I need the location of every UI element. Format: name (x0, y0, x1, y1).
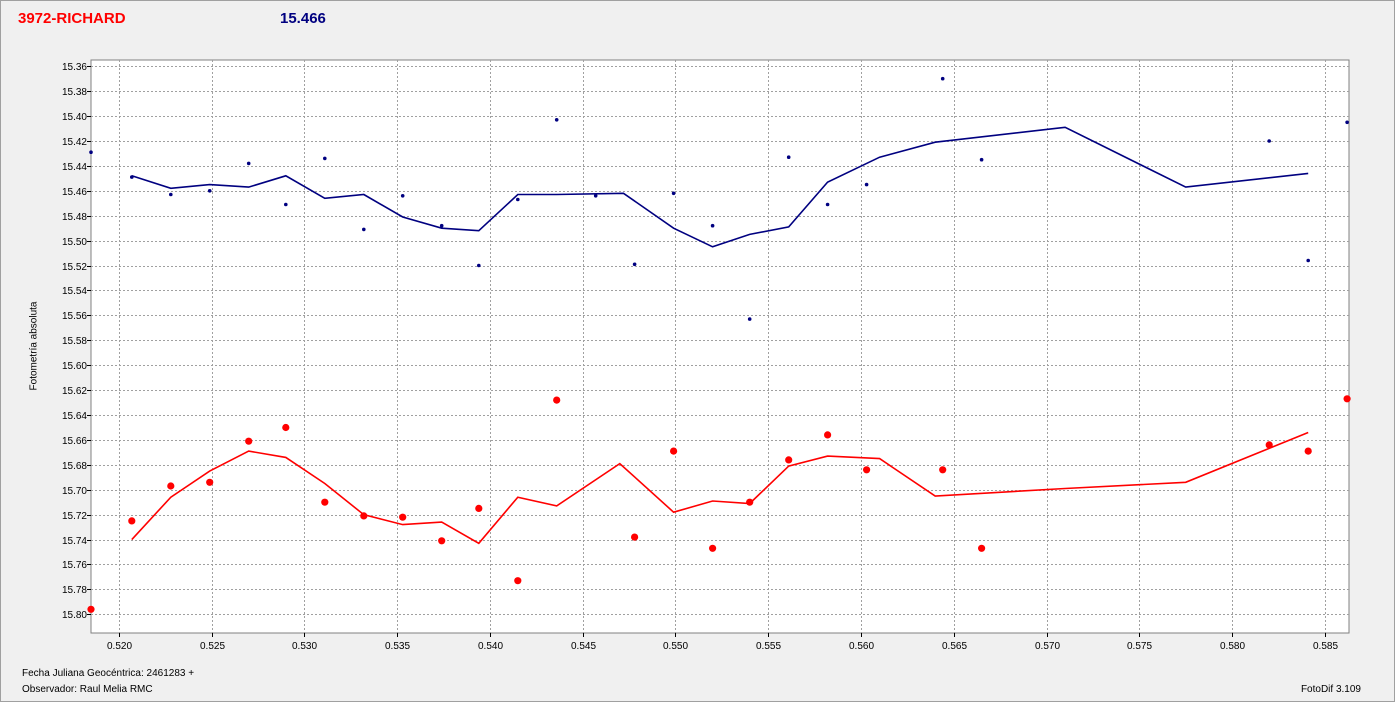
y-tick-label: 15.52 (62, 262, 87, 273)
data-point-series-2 (167, 482, 175, 490)
data-point-series-1 (1306, 258, 1310, 263)
data-point-series-1 (284, 202, 288, 207)
y-tick-label: 15.62 (62, 386, 87, 397)
x-tick-label: 0.570 (1035, 641, 1060, 652)
data-point-series-1 (710, 223, 715, 228)
data-point-series-1 (516, 197, 520, 202)
data-point-series-2 (631, 533, 639, 541)
data-point-series-1 (89, 150, 93, 154)
data-point-series-2 (1265, 441, 1273, 449)
y-tick-label: 15.44 (62, 162, 87, 173)
y-axis-label: Fotometría absoluta (28, 301, 40, 391)
data-point-series-1 (400, 194, 405, 198)
data-point-series-1 (979, 157, 984, 162)
data-point-series-2 (475, 504, 483, 512)
trend-line-series-2 (131, 431, 1309, 545)
data-point-series-2 (438, 537, 446, 545)
data-point-series-2 (206, 478, 214, 486)
y-tick-label: 15.70 (62, 486, 87, 497)
x-tick-label: 0.585 (1313, 641, 1338, 652)
y-tick-label: 15.74 (62, 536, 87, 547)
x-tick-label: 0.565 (942, 641, 967, 652)
trend-line-series-1 (131, 126, 1309, 248)
x-tick-label: 0.560 (849, 641, 874, 652)
y-tick-label: 15.48 (62, 212, 87, 223)
data-point-series-1 (940, 76, 945, 81)
data-point-series-2 (282, 423, 290, 432)
y-tick-label: 15.60 (62, 361, 87, 372)
y-tick-label: 15.72 (62, 511, 87, 522)
data-point-series-2 (1304, 447, 1312, 455)
data-point-series-1 (671, 191, 676, 196)
data-point-series-2 (978, 544, 986, 552)
y-tick-label: 15.38 (62, 87, 87, 98)
data-point-series-2 (939, 466, 947, 474)
data-point-series-1 (786, 155, 791, 159)
data-point-series-2 (863, 466, 871, 474)
y-tick-label: 15.66 (62, 436, 87, 447)
x-tick-label: 0.535 (385, 641, 410, 652)
data-point-series-2 (360, 512, 368, 520)
julian-date-label: Fecha Juliana Geocéntrica: 2461283 + (22, 668, 195, 679)
data-point-series-2 (709, 544, 717, 552)
observer-label: Observador: Raul Melia RMC (22, 684, 153, 695)
data-point-series-1 (130, 175, 134, 179)
data-point-series-2 (128, 517, 136, 525)
x-tick-label: 0.530 (292, 641, 317, 652)
software-version: FotoDif 3.109 (1300, 684, 1361, 695)
data-point-series-2 (670, 447, 678, 455)
data-point-series-1 (1345, 120, 1349, 125)
x-tick-label: 0.545 (571, 641, 596, 652)
magnitude-value: 15.466 (280, 10, 326, 27)
y-tick-label: 15.40 (62, 112, 87, 123)
data-point-series-1 (246, 161, 251, 166)
y-tick-label: 15.36 (62, 62, 87, 73)
y-tick-label: 15.64 (62, 411, 87, 422)
x-tick-label: 0.580 (1220, 641, 1245, 652)
data-point-series-1 (207, 189, 212, 193)
data-point-series-2 (87, 605, 95, 613)
data-point-series-1 (864, 182, 869, 187)
data-point-series-1 (477, 263, 481, 268)
data-point-series-1 (747, 317, 752, 321)
y-tick-label: 15.54 (62, 286, 87, 297)
data-point-series-2 (824, 431, 832, 439)
data-point-series-1 (632, 262, 637, 267)
data-point-series-2 (514, 577, 522, 585)
y-tick-label: 15.46 (62, 187, 87, 198)
y-tick-label: 15.76 (62, 560, 87, 571)
y-tick-label: 15.56 (62, 311, 87, 322)
data-point-series-2 (321, 498, 329, 506)
y-tick-label: 15.42 (62, 137, 87, 148)
y-tick-label: 15.78 (62, 585, 87, 596)
x-tick-label: 0.540 (478, 641, 503, 652)
x-tick-label: 0.575 (1127, 641, 1152, 652)
data-point-series-1 (554, 118, 559, 122)
y-tick-label: 15.58 (62, 336, 87, 347)
data-point-series-2 (399, 513, 407, 521)
x-tick-label: 0.525 (200, 641, 225, 652)
object-name: 3972-RICHARD (18, 10, 126, 27)
y-tick-label: 15.50 (62, 237, 87, 248)
data-point-series-1 (323, 156, 327, 161)
data-point-series-1 (825, 202, 830, 207)
x-tick-label: 0.520 (107, 641, 132, 652)
data-point-series-1 (1267, 139, 1271, 143)
data-point-series-2 (1343, 395, 1351, 403)
data-point-series-1 (593, 194, 598, 198)
data-point-series-2 (245, 437, 253, 445)
data-point-series-2 (785, 456, 793, 464)
data-point-series-2 (553, 396, 561, 404)
x-tick-label: 0.555 (756, 641, 781, 652)
y-tick-label: 15.68 (62, 461, 87, 472)
data-point-series-2 (746, 498, 754, 506)
plot-area (90, 59, 1350, 634)
data-point-series-1 (362, 227, 366, 232)
data-point-series-1 (169, 192, 173, 197)
x-tick-label: 0.550 (663, 641, 688, 652)
y-tick-label: 15.80 (62, 610, 87, 621)
data-point-series-1 (439, 223, 444, 228)
